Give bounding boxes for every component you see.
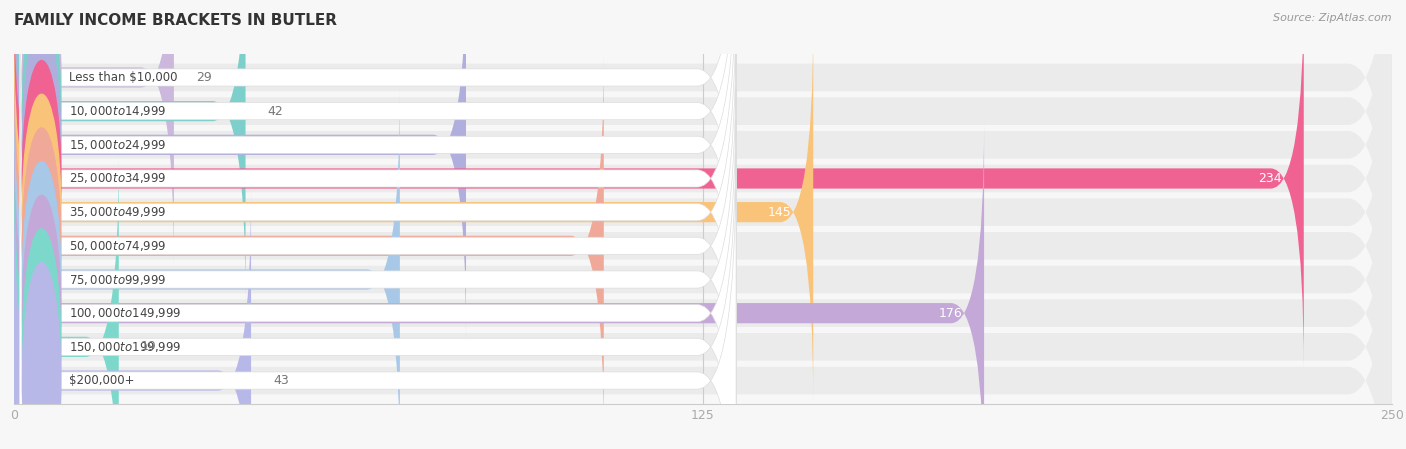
Text: 19: 19: [141, 340, 156, 353]
FancyBboxPatch shape: [14, 24, 1392, 449]
Circle shape: [22, 263, 60, 449]
Circle shape: [22, 128, 60, 364]
FancyBboxPatch shape: [20, 53, 737, 449]
Text: 70: 70: [361, 273, 378, 286]
Circle shape: [22, 0, 60, 195]
FancyBboxPatch shape: [20, 19, 737, 449]
Text: $35,000 to $49,999: $35,000 to $49,999: [69, 205, 167, 219]
FancyBboxPatch shape: [14, 121, 984, 449]
FancyBboxPatch shape: [20, 120, 737, 449]
FancyBboxPatch shape: [14, 91, 1392, 449]
Circle shape: [22, 229, 60, 449]
FancyBboxPatch shape: [20, 0, 737, 372]
Text: $200,000+: $200,000+: [69, 374, 135, 387]
FancyBboxPatch shape: [14, 0, 174, 269]
FancyBboxPatch shape: [14, 0, 1392, 401]
Circle shape: [22, 162, 60, 397]
FancyBboxPatch shape: [20, 0, 737, 439]
FancyBboxPatch shape: [14, 54, 603, 438]
Text: 42: 42: [267, 105, 284, 118]
FancyBboxPatch shape: [14, 155, 118, 449]
Text: $10,000 to $14,999: $10,000 to $14,999: [69, 104, 167, 118]
Text: 145: 145: [768, 206, 792, 219]
Text: Source: ZipAtlas.com: Source: ZipAtlas.com: [1274, 13, 1392, 23]
FancyBboxPatch shape: [14, 0, 1392, 333]
FancyBboxPatch shape: [20, 86, 737, 449]
FancyBboxPatch shape: [14, 125, 1392, 449]
Text: $100,000 to $149,999: $100,000 to $149,999: [69, 306, 181, 320]
FancyBboxPatch shape: [14, 0, 1392, 449]
Text: $150,000 to $199,999: $150,000 to $199,999: [69, 340, 181, 354]
FancyBboxPatch shape: [14, 0, 1392, 434]
Circle shape: [22, 195, 60, 431]
FancyBboxPatch shape: [14, 189, 252, 449]
Text: $75,000 to $99,999: $75,000 to $99,999: [69, 273, 167, 286]
Text: 29: 29: [195, 71, 212, 84]
Circle shape: [22, 61, 60, 296]
FancyBboxPatch shape: [14, 57, 1392, 449]
FancyBboxPatch shape: [14, 0, 1392, 449]
FancyBboxPatch shape: [14, 0, 465, 337]
FancyBboxPatch shape: [20, 0, 737, 405]
Text: FAMILY INCOME BRACKETS IN BUTLER: FAMILY INCOME BRACKETS IN BUTLER: [14, 13, 337, 28]
Text: 234: 234: [1258, 172, 1282, 185]
FancyBboxPatch shape: [14, 0, 1392, 367]
FancyBboxPatch shape: [20, 0, 737, 304]
Text: $50,000 to $74,999: $50,000 to $74,999: [69, 239, 167, 253]
FancyBboxPatch shape: [14, 0, 246, 303]
Text: 43: 43: [273, 374, 288, 387]
FancyBboxPatch shape: [14, 88, 399, 449]
FancyBboxPatch shape: [14, 20, 813, 404]
Text: $25,000 to $34,999: $25,000 to $34,999: [69, 172, 167, 185]
Text: Less than $10,000: Less than $10,000: [69, 71, 177, 84]
FancyBboxPatch shape: [20, 154, 737, 449]
Text: 107: 107: [558, 239, 582, 252]
FancyBboxPatch shape: [20, 0, 737, 338]
Circle shape: [22, 94, 60, 330]
FancyBboxPatch shape: [14, 0, 1303, 370]
Circle shape: [22, 27, 60, 263]
Text: $15,000 to $24,999: $15,000 to $24,999: [69, 138, 167, 152]
Circle shape: [22, 0, 60, 229]
Text: 82: 82: [427, 138, 444, 151]
Text: 176: 176: [938, 307, 962, 320]
